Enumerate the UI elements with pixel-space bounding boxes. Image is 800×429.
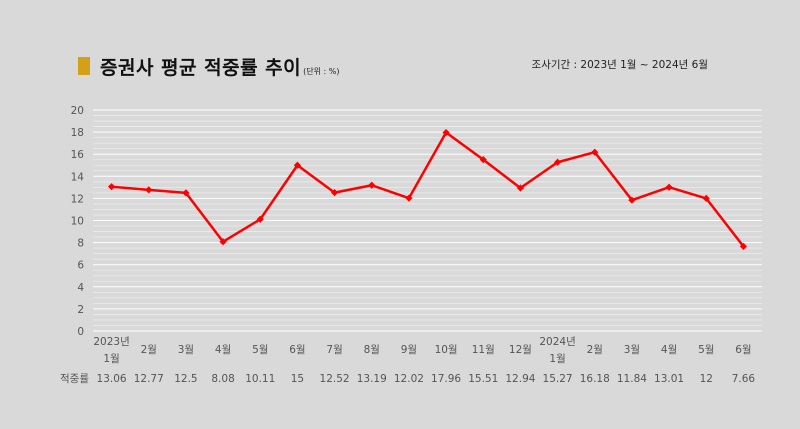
y-tick-label: 2 [77,304,84,316]
x-tick-label: 10월 [435,344,458,356]
x-tick-label: 2월 [141,344,157,356]
y-tick-label: 12 [71,193,84,205]
data-row-label: 적중률 [60,373,89,385]
data-point [442,128,450,137]
data-point [702,194,710,202]
data-label: 12.02 [394,373,424,385]
x-tick-label: 6월 [735,344,751,356]
data-point [182,189,190,197]
data-point [107,183,116,191]
data-label: 8.08 [211,373,234,385]
x-tick-label: 7월 [326,344,342,356]
data-label: 12.94 [505,373,535,385]
data-label: 15.51 [468,373,498,385]
data-point [628,196,636,204]
data-point [405,194,413,202]
x-tick-label: 4월 [661,344,677,356]
y-tick-label: 0 [77,326,84,338]
x-tick-label: 3월 [624,344,640,356]
x-tick-label: 1월 [103,353,119,365]
data-label: 12.5 [174,373,197,385]
y-tick-label: 16 [71,149,85,161]
data-point [665,183,673,191]
data-label: 13.01 [654,373,684,385]
data-label: 13.19 [357,373,387,385]
data-label: 12.52 [320,373,350,385]
x-tick-label: 11월 [472,344,495,356]
x-tick-label: 5월 [698,344,714,356]
data-point [591,148,599,156]
data-point [479,156,487,164]
data-label: 10.11 [245,373,275,385]
chart-unit: (단위 : %) [303,66,340,76]
data-point [219,238,227,246]
data-label: 11.84 [617,373,647,385]
data-label: 17.96 [431,373,461,385]
y-tick-label: 8 [77,238,84,250]
data-point [330,189,339,197]
data-point [553,158,562,166]
data-label: 12.77 [134,373,164,385]
x-tick-label: 3월 [178,344,194,356]
data-point [293,161,302,169]
chart-title-group: 증권사 평균 적중률 추이 (단위 : %) [78,53,340,79]
x-tick-label: 2월 [587,344,603,356]
data-point [516,184,525,192]
data-label: 16.18 [580,373,610,385]
y-tick-label: 20 [71,105,84,117]
x-tick-label: 12월 [509,344,532,356]
y-tick-label: 18 [71,127,84,139]
x-tick-label: 8월 [364,344,380,356]
x-tick-label: 2023년 [93,336,129,348]
survey-period: 조사기간 : 2023년 1월 ~ 2024년 6월 [531,59,708,71]
x-tick-label: 5월 [252,344,268,356]
title-marker [78,57,90,75]
data-label: 13.06 [97,373,127,385]
y-tick-label: 14 [71,171,85,183]
data-point [739,242,748,250]
x-tick-label: 2024년 [539,336,575,348]
data-label: 12 [700,373,713,385]
x-tick-label: 6월 [289,344,305,356]
data-point [256,215,264,223]
chart-title: 증권사 평균 적중률 추이 [100,56,302,79]
data-label: 15.27 [543,373,573,385]
x-tick-label: 9월 [401,344,417,356]
y-tick-label: 10 [71,216,84,228]
series-line [111,131,745,248]
data-label: 7.66 [732,373,756,385]
y-tick-label: 4 [77,282,84,294]
data-label: 15 [291,373,304,385]
x-tick-label: 4월 [215,344,231,356]
data-point [368,181,376,189]
y-tick-label: 6 [77,260,84,272]
x-tick-label: 1월 [549,353,565,365]
data-point [145,186,153,194]
